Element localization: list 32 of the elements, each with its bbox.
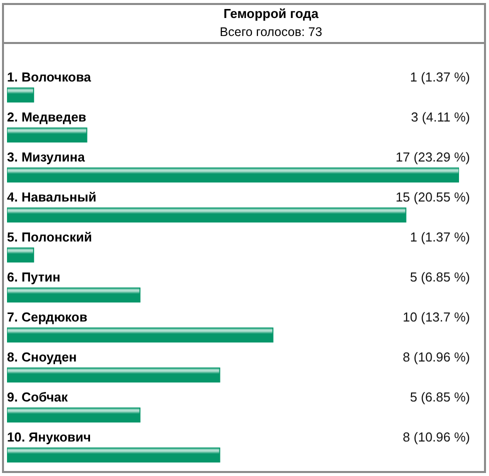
data-label: 1 (1.37 %): [410, 230, 470, 244]
chart-title: Геморрой года: [222, 6, 320, 21]
y-tick-label: 1. Волочкова: [7, 70, 92, 84]
bar: [7, 208, 406, 222]
bar: [7, 368, 220, 382]
y-tick-label: 8. Сноуден: [7, 350, 77, 364]
data-label: 10 (13.7 %): [402, 310, 470, 324]
bar: [7, 248, 34, 262]
y-tick-label: 6. Путин: [7, 270, 60, 284]
bar: [7, 288, 140, 302]
data-label: 5 (6.85 %): [410, 270, 470, 284]
data-label: 1 (1.37 %): [410, 70, 470, 84]
bar: [7, 128, 88, 142]
bar: [7, 448, 220, 462]
data-label: 17 (23.29 %): [396, 150, 470, 164]
bar: [7, 328, 274, 342]
y-tick-label: 10. Янукович: [7, 430, 91, 444]
y-tick-label: 9. Собчак: [7, 390, 68, 404]
data-label: 8 (10.96 %): [402, 430, 470, 444]
y-tick-label: 3. Мизулина: [7, 150, 86, 164]
bar: [7, 168, 459, 182]
data-label: 3 (4.11 %): [410, 110, 470, 124]
data-label: 8 (10.96 %): [402, 350, 470, 364]
chart-subtitle: Всего голосов: 73: [218, 25, 324, 39]
bar: [7, 88, 34, 102]
data-label: 15 (20.55 %): [396, 190, 470, 204]
y-tick-label: 2. Медведев: [7, 110, 86, 124]
bar: [7, 408, 140, 422]
data-label: 5 (6.85 %): [410, 390, 470, 404]
y-tick-label: 7. Сердюков: [7, 310, 88, 324]
y-tick-label: 5. Полонский: [7, 230, 92, 244]
y-tick-label: 4. Навальный: [7, 190, 96, 204]
